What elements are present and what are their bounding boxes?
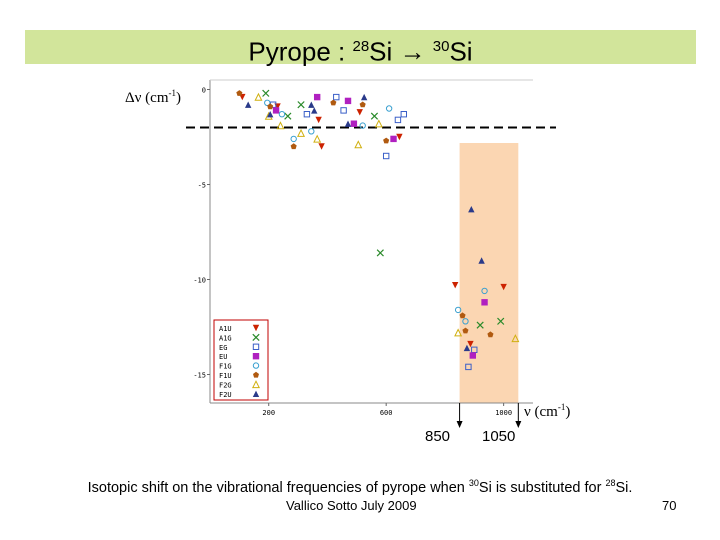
data-point-eu — [469, 352, 477, 359]
legend-label-a1g: A1G — [219, 334, 232, 342]
x-tick-label: 1000 — [495, 409, 512, 417]
data-point-eu — [344, 97, 352, 105]
data-point-f2g — [313, 134, 322, 143]
data-point-f2g — [254, 92, 263, 101]
legend-label-a1u: A1U — [219, 325, 232, 333]
data-point-f2u — [478, 257, 485, 264]
y-tick-label: -10 — [193, 277, 206, 285]
legend-label-eu: EU — [219, 353, 227, 361]
title-bar: Pyrope : 28Si → 30Si — [25, 30, 696, 67]
legend-marker-f1u — [253, 371, 259, 378]
data-point-a1g — [476, 321, 484, 329]
data-point-f1u — [359, 101, 366, 108]
data-point-a1g — [284, 112, 292, 120]
data-point-a1u — [467, 340, 474, 348]
data-point-f1u — [462, 327, 469, 334]
data-point-f1g — [359, 122, 366, 129]
data-point-a1u — [451, 282, 459, 289]
data-point-f1g — [462, 318, 469, 325]
footer-text: Vallico Sotto July 2009 — [286, 498, 417, 513]
legend-marker-a1u — [252, 324, 260, 332]
data-point-a1u — [356, 109, 363, 116]
data-point-eg — [382, 152, 390, 160]
data-point-eg — [333, 93, 340, 101]
data-point-f2g — [511, 334, 520, 343]
data-point-eu — [481, 299, 488, 306]
data-point-eg — [400, 111, 408, 118]
arrow-850-head — [456, 421, 463, 428]
legend-label-f2g: F2G — [219, 381, 232, 389]
data-point-f2u — [344, 120, 352, 127]
data-point-f1u — [459, 312, 466, 319]
data-point-f1u — [330, 99, 337, 106]
legend-marker-a1g — [252, 333, 260, 342]
data-point-f1u — [267, 103, 274, 110]
highlight-band — [459, 143, 519, 403]
data-point-eg — [303, 111, 311, 118]
legend-marker-eg — [252, 343, 260, 351]
y-tick-label: 0 — [202, 87, 206, 95]
y-tick-label: -15 — [193, 372, 206, 380]
legend-label-f1g: F1G — [219, 363, 232, 371]
data-point-f2g — [276, 121, 285, 130]
caption: Isotopic shift on the vibrational freque… — [87, 478, 633, 496]
data-point-eu — [272, 107, 280, 114]
data-point-f2u — [244, 101, 252, 108]
arrow-1050-head — [515, 421, 522, 428]
data-point-f1g — [278, 111, 286, 118]
legend-label-f1u: F1U — [219, 372, 232, 380]
x-tick-label: 200 — [262, 409, 275, 417]
page-number: 70 — [662, 498, 677, 513]
y-tick-label: -5 — [198, 182, 206, 190]
legend-label-f2u: F2U — [219, 391, 232, 399]
data-point-f2u — [308, 101, 315, 108]
data-point-f2u — [311, 107, 318, 114]
data-point-a1g — [262, 89, 270, 97]
data-point-f2g — [454, 328, 463, 337]
slide-title: Pyrope : 28Si → 30Si — [248, 36, 473, 67]
data-point-f1u — [383, 137, 390, 144]
data-point-f1g — [385, 105, 393, 112]
data-point-a1g — [370, 112, 379, 120]
data-point-eu — [350, 120, 358, 127]
data-point-f2u — [266, 111, 274, 118]
data-point-f2u — [360, 93, 368, 101]
legend-marker-f2g — [251, 380, 261, 389]
data-point-a1g — [297, 101, 305, 109]
data-point-a1u — [315, 116, 322, 124]
data-point-f1g — [481, 287, 488, 295]
data-point-f2u — [463, 344, 471, 352]
data-point-eg — [340, 107, 347, 114]
data-point-f1u — [290, 143, 297, 150]
legend-label-eg: EG — [219, 344, 227, 352]
data-point-f2u — [468, 206, 475, 213]
data-point-f1g — [290, 135, 297, 143]
data-point-eu — [390, 135, 397, 143]
data-point-f2g — [354, 140, 363, 149]
data-point-eg — [465, 363, 472, 371]
data-point-eg — [394, 116, 402, 124]
legend-marker-f2u — [252, 390, 260, 397]
marker-label-high: 1050 — [482, 428, 516, 445]
data-point-a1u — [318, 143, 325, 150]
x-axis-label: ν (cm-1) — [524, 402, 571, 420]
data-point-a1u — [396, 133, 403, 141]
data-point-f2g — [297, 128, 306, 137]
x-tick-label: 600 — [380, 409, 393, 417]
legend-marker-f1g — [252, 362, 260, 369]
data-point-a1g — [376, 249, 384, 257]
data-point-f1g — [264, 99, 271, 107]
data-point-f1g — [454, 306, 462, 314]
data-point-eu — [313, 93, 321, 101]
data-point-a1u — [500, 283, 507, 291]
data-point-a1g — [497, 317, 505, 325]
data-point-f1u — [236, 90, 243, 96]
data-point-f1g — [308, 128, 315, 135]
y-axis-label: Δν (cm-1) — [125, 88, 181, 106]
legend-marker-eu — [252, 353, 260, 360]
marker-label-low: 850 — [425, 428, 451, 445]
data-point-f2g — [374, 119, 383, 128]
data-point-f1u — [487, 331, 494, 338]
